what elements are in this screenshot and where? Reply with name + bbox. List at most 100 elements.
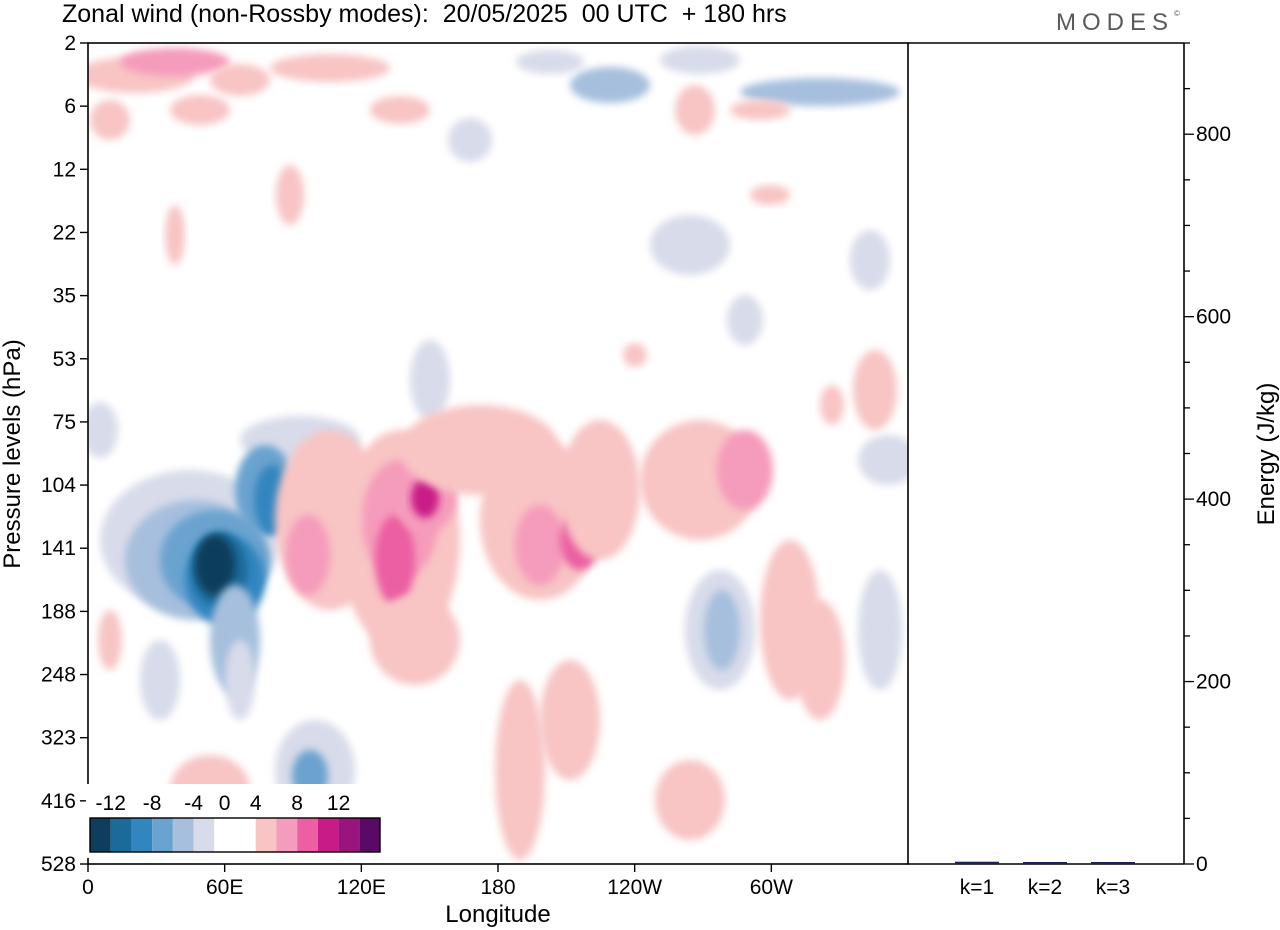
x-tick-label: 60W bbox=[750, 876, 793, 899]
wind-contour-47 bbox=[515, 505, 565, 585]
wind-contour-17 bbox=[850, 230, 890, 290]
y-tick-label: 75 bbox=[53, 411, 76, 434]
x-tick-label: 180 bbox=[480, 876, 515, 899]
wind-contour-20 bbox=[727, 295, 763, 345]
y-tick-label: 12 bbox=[53, 158, 76, 181]
wind-contour-21 bbox=[623, 343, 647, 367]
colorbar-swatch bbox=[276, 818, 298, 852]
y-tick-label: 528 bbox=[41, 853, 76, 876]
chart-title: Zonal wind (non-Rossby modes): 20/05/202… bbox=[62, 0, 787, 28]
wind-contour-23 bbox=[820, 385, 844, 425]
colorbar-swatch bbox=[317, 818, 339, 852]
wind-contour-56 bbox=[655, 760, 725, 840]
y-axis-title: Pressure levels (hPa) bbox=[0, 339, 26, 568]
wind-contour-5 bbox=[570, 67, 650, 103]
colorbar: -12 -8 -4 0 4 8 12 bbox=[86, 784, 384, 858]
wind-contour-9 bbox=[448, 118, 492, 162]
wind-contour-4 bbox=[516, 50, 584, 74]
x-axis-title: Longitude bbox=[445, 901, 550, 928]
wind-contour-18 bbox=[750, 185, 790, 205]
wind-contour-16 bbox=[650, 215, 730, 275]
wind-contour-22 bbox=[853, 350, 897, 430]
colorbar-label: 4 bbox=[250, 792, 262, 815]
y-tick-label: 323 bbox=[41, 727, 76, 750]
wind-contour-35 bbox=[225, 640, 255, 720]
energy-tick-label: 400 bbox=[1196, 488, 1231, 511]
wind-field bbox=[88, 46, 908, 860]
wind-contour-19 bbox=[410, 340, 450, 420]
wind-contour-3 bbox=[210, 64, 270, 96]
colorbar-swatch bbox=[193, 818, 215, 852]
colorbar-swatch bbox=[359, 818, 380, 852]
x-tick-label: 60E bbox=[206, 876, 243, 899]
modes-logo: MODES© bbox=[1056, 9, 1180, 37]
wind-contour-24 bbox=[88, 402, 118, 458]
energy-category-label: k=1 bbox=[960, 876, 994, 899]
y-tick-label: 2 bbox=[64, 32, 76, 55]
energy-bar-k=1 bbox=[955, 861, 999, 864]
x-tick-label: 0 bbox=[82, 876, 94, 899]
wind-contour-13 bbox=[90, 100, 130, 140]
wind-contour-6 bbox=[660, 46, 740, 74]
x-tick-label: 120W bbox=[607, 876, 662, 899]
wind-contour-41 bbox=[375, 515, 415, 605]
wind-contour-53 bbox=[795, 600, 845, 720]
wind-contour-11 bbox=[675, 85, 715, 135]
wind-contour-51 bbox=[717, 430, 773, 510]
energy-tick-label: 200 bbox=[1196, 671, 1231, 694]
wind-contour-54 bbox=[540, 660, 600, 780]
y-tick-label: 141 bbox=[41, 537, 76, 560]
y-tick-label: 35 bbox=[53, 285, 76, 308]
colorbar-swatch bbox=[90, 818, 111, 852]
wind-contour-60 bbox=[704, 590, 740, 670]
colorbar-label: 0 bbox=[219, 792, 231, 815]
colorbar-swatch bbox=[214, 818, 235, 852]
energy-bar-chart: 0 200 400 600 800 Energy (J/kg) k=1 k=2 k=3 bbox=[908, 42, 1280, 899]
energy-axis-title: Energy (J/kg) bbox=[1253, 383, 1280, 526]
wind-contour-55 bbox=[495, 680, 545, 860]
energy-bar-k=3 bbox=[1091, 862, 1135, 864]
colorbar-label: 8 bbox=[291, 792, 303, 815]
colorbar-swatch bbox=[235, 818, 256, 852]
colorbar-label: -12 bbox=[96, 792, 126, 815]
colorbar-label: -8 bbox=[143, 792, 162, 815]
wind-contour-64 bbox=[858, 570, 902, 690]
y-tick-label: 6 bbox=[64, 95, 76, 118]
y-tick-label: 53 bbox=[53, 348, 76, 371]
wind-contour-15 bbox=[165, 205, 185, 265]
wind-contour-58 bbox=[98, 610, 122, 670]
colorbar-swatch bbox=[255, 818, 277, 852]
wind-contour-10 bbox=[730, 100, 790, 120]
wind-contour-14 bbox=[276, 165, 304, 225]
energy-tick-label: 600 bbox=[1196, 306, 1231, 329]
wind-contour-44 bbox=[370, 595, 460, 685]
wind-contour-49 bbox=[560, 420, 640, 560]
wind-contour-8 bbox=[370, 96, 430, 124]
y-tick-label: 248 bbox=[41, 664, 76, 687]
colorbar-swatch bbox=[110, 818, 132, 852]
x-tick-label: 120E bbox=[337, 876, 386, 899]
colorbar-frame bbox=[89, 817, 381, 853]
colorbar-label: -4 bbox=[184, 792, 203, 815]
colorbar-swatch bbox=[131, 818, 153, 852]
wind-contour-31 bbox=[195, 535, 235, 595]
colorbar-swatch bbox=[172, 818, 194, 852]
wind-contour-43 bbox=[411, 478, 439, 518]
y-tick-label: 416 bbox=[41, 790, 76, 813]
energy-category-label: k=3 bbox=[1096, 876, 1130, 899]
energy-bar-k=2 bbox=[1023, 862, 1067, 864]
wind-contour-2 bbox=[270, 54, 390, 82]
energy-tick-label: 800 bbox=[1196, 123, 1231, 146]
colorbar-swatch bbox=[152, 818, 173, 852]
wind-contour-38 bbox=[286, 515, 330, 595]
logo-mark: © bbox=[1174, 9, 1180, 18]
logo-text: MODES bbox=[1056, 9, 1175, 36]
colorbar-label: 12 bbox=[327, 792, 350, 815]
wind-contour-36 bbox=[140, 640, 180, 720]
energy-category-label: k=2 bbox=[1028, 876, 1062, 899]
wind-contour-1 bbox=[120, 48, 230, 76]
y-tick-label: 104 bbox=[41, 474, 76, 497]
